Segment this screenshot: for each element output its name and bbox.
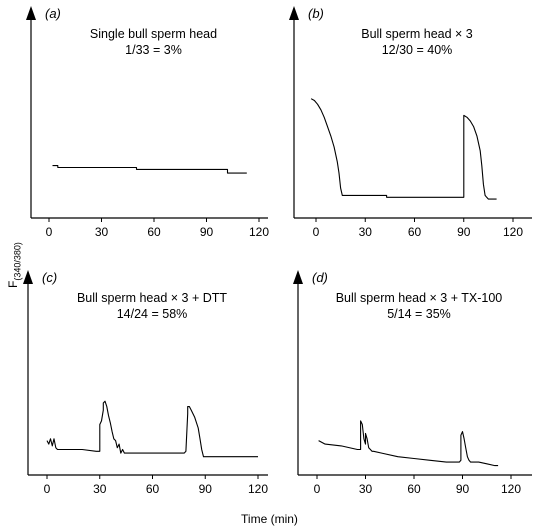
panel-b-title-line: 12/30 = 40% [382,43,453,57]
panel-b-x-tick-label: 120 [503,225,523,239]
panel-c-title-line: Bull sperm head × 3 + DTT [77,291,227,305]
panel-a-x-tick-label: 90 [200,225,214,239]
panel-d-x-tick-label: 90 [456,482,470,496]
panel-a-trace [52,165,247,174]
panel-d-label: (d) [312,270,328,285]
panel-c-x-tick-label: 30 [93,482,107,496]
panel-a-x-tick-label: 30 [95,225,109,239]
panel-a-x-tick-label: 120 [249,225,269,239]
panel-d-y-axis-arrow [293,270,303,284]
panel-c-y-axis-arrow [23,270,33,284]
panel-d-title-line: Bull sperm head × 3 + TX-100 [336,291,503,305]
panel-c-title-line: 14/24 = 58% [117,307,188,321]
panel-b-x-tick-label: 0 [313,225,320,239]
panel-c-label: (c) [42,270,57,285]
panel-c-x-tick-label: 60 [146,482,160,496]
panel-d-title-line: 5/14 = 35% [387,307,451,321]
panel-a-y-axis-arrow [26,6,36,20]
panel-c-x-tick-label: 90 [199,482,213,496]
panel-d-x-tick-label: 0 [314,482,321,496]
panel-c-trace [46,400,258,458]
y-axis-label: F(340/380) [6,242,26,288]
panel-d-trace [318,420,499,467]
panel-b-x-tick-label: 60 [408,225,422,239]
y-axis-label-sub: (340/380) [12,242,23,281]
y-axis-label-main: F [6,280,20,288]
panel-b-y-axis-arrow [289,6,299,20]
panel-b-trace [310,98,497,200]
panel-b-title-line: Bull sperm head × 3 [361,27,473,41]
panel-c-x-tick-label: 120 [248,482,268,496]
panel-c-x-tick-label: 0 [44,482,51,496]
panel-a-title-line: 1/33 = 3% [125,43,182,57]
panel-b-label: (b) [308,6,324,21]
panel-a-title-line: Single bull sperm head [90,27,217,41]
x-axis-label: Time (min) [241,512,298,526]
panel-d-x-tick-label: 120 [501,482,521,496]
panel-a-x-tick-label: 60 [147,225,161,239]
panel-b-x-tick-label: 30 [359,225,373,239]
panel-a-x-tick-label: 0 [46,225,53,239]
panel-d-x-tick-label: 60 [407,482,421,496]
panel-d-x-tick-label: 30 [359,482,373,496]
panel-b-x-tick-label: 90 [457,225,471,239]
panel-a-label: (a) [45,6,61,21]
